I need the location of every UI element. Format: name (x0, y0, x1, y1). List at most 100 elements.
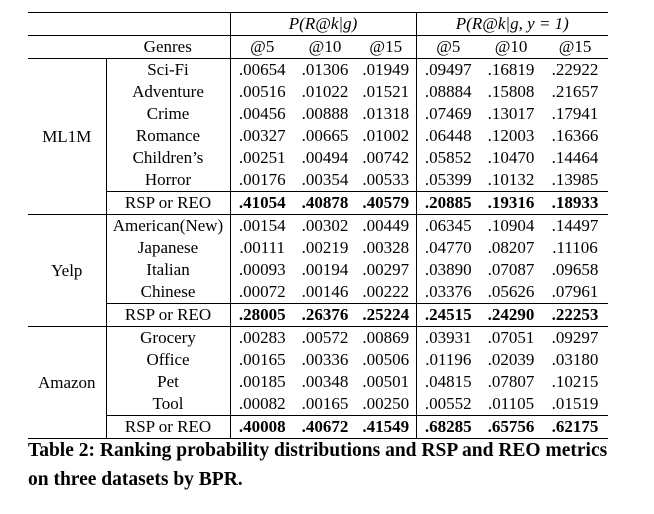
genre-cell: Pet (105, 371, 230, 393)
value-cell: .00654 (229, 58, 294, 81)
table-row: Tool .00082 .00165 .00250 .00552 .01105 .01519 (28, 393, 608, 416)
genre-cell: Horror (105, 169, 230, 192)
value-cell: .00888 (301, 104, 349, 123)
value-cell: .00297 (362, 260, 410, 279)
value-cell: .11106 (552, 238, 598, 257)
value-cell: .14497 (542, 214, 609, 237)
value-cell: .06448 (415, 125, 481, 147)
table-row: Office .00165 .00336 .00506 .01196 .02039 .031… (28, 349, 608, 371)
header-row-columns: Genres @5 @10 @15 @5 @10 @15 (28, 35, 609, 59)
value-cell: .00185 (229, 371, 294, 393)
metric-value-cell: .19316 (480, 191, 543, 215)
value-cell: .08884 (415, 81, 481, 103)
value-cell: .00222 (362, 282, 410, 301)
value-cell: .00194 (301, 260, 349, 279)
genre-cell: Children’s (105, 147, 230, 169)
value-cell: .00111 (229, 237, 294, 259)
value-cell: .00302 (294, 214, 356, 237)
table-row: Pet .00185 .00348 .00501 .04815 .07807 .10215 (28, 371, 608, 393)
metric-value-cell: .62175 (542, 415, 609, 439)
genre-cell: Office (105, 349, 230, 371)
value-cell: .00449 (356, 214, 417, 237)
value-cell: .00327 (229, 125, 294, 147)
metric-value-cell: .25224 (356, 303, 417, 327)
value-cell: .00165 (301, 394, 349, 413)
value-cell: .01519 (551, 394, 599, 413)
metric-value-cell: .65756 (480, 415, 543, 439)
table-row: Adventure .00516 .01022 .01521 .08884 .15808.… (28, 81, 608, 103)
column-header: @5 (415, 35, 481, 59)
value-cell: .03376 (415, 281, 481, 304)
metric-value-cell: .22253 (542, 303, 609, 327)
value-cell: .17941 (551, 104, 599, 123)
value-cell: .00533 (362, 170, 410, 189)
dataset-label: Amazon (28, 326, 106, 439)
value-cell: .21657 (551, 82, 599, 101)
value-cell: .00494 (301, 148, 349, 167)
table-row: Crime .00456 .00888 .01318 .07469 .13017 .1794… (28, 103, 608, 125)
value-cell: .07961 (551, 282, 599, 301)
genre-cell: Chinese (105, 281, 230, 304)
value-cell: .00665 (301, 126, 349, 145)
value-cell: .00869 (356, 326, 417, 349)
group-header-relevant: P(R@k|g, y = 1) (415, 12, 609, 36)
value-cell: .00742 (362, 148, 410, 167)
table-row: Chinese .00072 .00146 .00222 .03376 .05626 .07… (28, 281, 608, 304)
table-row: Amazon Grocery .00283.00572.00869.03931.07… (28, 326, 609, 439)
column-header: Genres (106, 35, 230, 59)
value-cell: .09497 (415, 58, 481, 81)
value-cell: .00154 (229, 214, 294, 237)
metric-row: RSP or REO .41054.40878.40579.20885.19316… (28, 191, 609, 215)
metric-value-cell: .40579 (356, 191, 417, 215)
genre-cell: Adventure (105, 81, 230, 103)
metric-value-cell: .26376 (294, 303, 356, 327)
value-cell: .10215 (551, 372, 599, 391)
header-empty-cell (106, 12, 230, 36)
metric-value-cell: .24515 (415, 303, 481, 327)
column-header: @15 (356, 35, 417, 59)
metric-value-cell: .18933 (542, 191, 609, 215)
value-cell: .14464 (551, 148, 599, 167)
value-cell: .10132 (487, 170, 535, 189)
value-cell: .16819 (480, 58, 543, 81)
value-cell: .22922 (542, 58, 609, 81)
header-empty-cell (28, 35, 106, 59)
value-cell: .00572 (294, 326, 356, 349)
metric-value-cell: .40878 (294, 191, 356, 215)
metric-value-cell: .41549 (356, 415, 417, 439)
value-cell: .09658 (551, 260, 599, 279)
column-header: @5 (229, 35, 294, 59)
value-cell: .01002 (362, 126, 410, 145)
value-cell: .00093 (229, 259, 294, 281)
value-cell: .16366 (551, 126, 599, 145)
value-cell: .04815 (415, 371, 481, 393)
metric-value-cell: .68285 (415, 415, 481, 439)
metric-value-cell: .24290 (480, 303, 543, 327)
value-cell: .00456 (229, 103, 294, 125)
dataset-label: Yelp (28, 214, 106, 327)
value-cell: .10470 (487, 148, 535, 167)
metric-value-cell: .28005 (229, 303, 294, 327)
table-row: Horror .00176 .00354 .00533 .05399 .10132 .139… (28, 169, 608, 192)
value-cell: .01105 (487, 394, 535, 413)
table-caption: Table 2: Ranking probability distributio… (28, 440, 608, 490)
value-cell: .00219 (301, 238, 349, 257)
value-cell: .01949 (356, 58, 417, 81)
value-cell: .00348 (301, 372, 349, 391)
ranking-table: P(R@k|g) P(R@k|g, y = 1) Genres @5 @10 @15 @5 @… (28, 12, 609, 439)
value-cell: .07051 (480, 326, 543, 349)
metric-label: RSP or REO (105, 415, 230, 439)
value-cell: .12003 (487, 126, 535, 145)
value-cell: .01306 (294, 58, 356, 81)
value-cell: .07087 (487, 260, 535, 279)
value-cell: .01196 (415, 349, 481, 371)
value-cell: .04770 (415, 237, 481, 259)
value-cell: .00250 (362, 394, 410, 413)
metric-row: RSP or REO .40008.40672.41549.68285.65756… (28, 415, 609, 439)
table-row: Children’s .00251 .00494 .00742 .05852 .10470… (28, 147, 608, 169)
value-cell: .01521 (362, 82, 410, 101)
value-cell: .00082 (229, 393, 294, 416)
value-cell: .13017 (487, 104, 535, 123)
value-cell: .06345 (415, 214, 481, 237)
